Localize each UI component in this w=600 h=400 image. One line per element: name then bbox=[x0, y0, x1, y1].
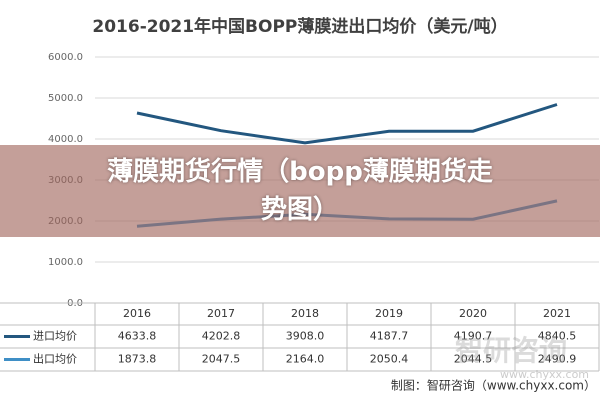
x-tick-label: 2020 bbox=[459, 307, 487, 320]
x-tick-label: 2017 bbox=[207, 307, 235, 320]
x-tick-label: 2018 bbox=[291, 307, 319, 320]
x-tick-label: 2021 bbox=[543, 307, 571, 320]
data-label: 4840.5 bbox=[538, 330, 577, 343]
banner bbox=[0, 145, 600, 237]
data-label: 3908.0 bbox=[286, 330, 325, 343]
data-label: 2164.0 bbox=[286, 353, 325, 366]
legend-label: 出口均价 bbox=[33, 352, 77, 366]
series-line bbox=[136, 103, 558, 145]
data-label: 4633.8 bbox=[118, 330, 157, 343]
y-tick-label: 5000.0 bbox=[48, 93, 83, 104]
data-label: 2044.5 bbox=[454, 353, 493, 366]
source: 制图：智研咨询（www.chyxx.com） bbox=[391, 378, 596, 393]
data-label: 4187.7 bbox=[370, 330, 409, 343]
y-tick-label: 6000.0 bbox=[48, 52, 83, 63]
x-tick-label: 2016 bbox=[123, 307, 151, 320]
headline: 薄膜期货行情（bopp薄膜期货走势图） bbox=[107, 157, 493, 225]
data-label: 1873.8 bbox=[118, 353, 157, 366]
legend-label: 进口均价 bbox=[33, 330, 77, 343]
chart-title: 2016-2021年中国BOPP薄膜进出口均价（美元/吨） bbox=[92, 16, 507, 37]
watermark-url: www.chyxx.com bbox=[500, 368, 589, 381]
y-tick-label: 1000.0 bbox=[48, 257, 83, 268]
y-tick-label: 4000.0 bbox=[48, 134, 83, 145]
data-label: 4202.8 bbox=[202, 330, 241, 343]
data-label: 2047.5 bbox=[202, 353, 241, 366]
watermark: 智研咨询 bbox=[455, 334, 567, 367]
data-label: 2050.4 bbox=[370, 353, 409, 366]
data-label: 4190.7 bbox=[454, 330, 493, 343]
x-tick-label: 2019 bbox=[375, 307, 403, 320]
data-label: 2490.9 bbox=[538, 353, 577, 366]
